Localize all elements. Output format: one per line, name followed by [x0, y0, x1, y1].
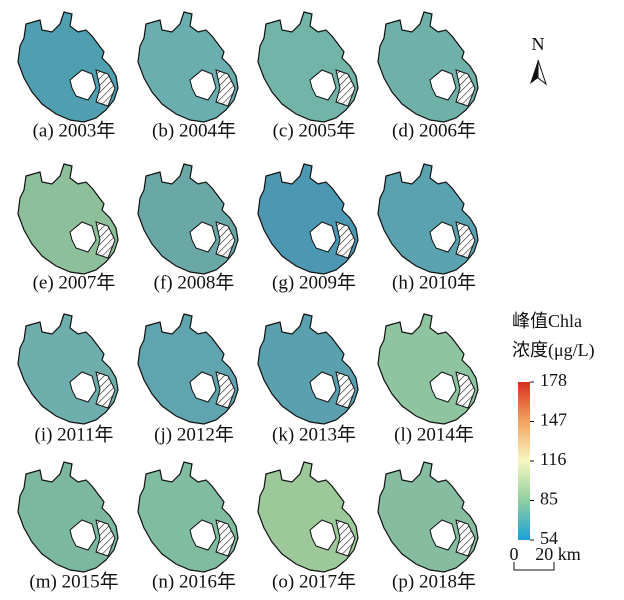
- map-panel: [18, 164, 118, 274]
- map-panel: [138, 314, 238, 424]
- panel-label: (e) 2007年: [33, 271, 116, 293]
- lake-map: [378, 12, 478, 122]
- panel-label: (l) 2014年: [394, 423, 474, 445]
- map-panel: [18, 314, 118, 424]
- panel-label: (i) 2011年: [35, 423, 114, 445]
- colorbar-tick-label: 116: [540, 449, 566, 469]
- north-label: N: [532, 34, 545, 54]
- lake-map: [18, 462, 118, 572]
- panel-label: (o) 2017年: [272, 570, 356, 592]
- map-panel: [258, 164, 358, 274]
- colorbar-tick-label: 54: [540, 528, 558, 548]
- lake-map: [138, 12, 238, 122]
- map-panel: [258, 314, 358, 424]
- lake-map: [258, 164, 358, 274]
- legend-title: 浓度(μg/L): [512, 340, 595, 361]
- panel-label: (p) 2018年: [392, 570, 476, 592]
- scale-label: 0: [510, 544, 519, 564]
- lake-map: [18, 164, 118, 274]
- lake-map: [18, 314, 118, 424]
- map-panel: [138, 462, 238, 572]
- north-arrow: N: [530, 34, 546, 84]
- lake-map: [138, 314, 238, 424]
- map-panel: [378, 462, 478, 572]
- panel-label: (d) 2006年: [392, 119, 476, 141]
- panel-label: (f) 2008年: [154, 271, 235, 293]
- colorbar-tick-label: 147: [540, 410, 567, 430]
- lake-map: [378, 164, 478, 274]
- map-panel: [138, 12, 238, 122]
- panel-label: (k) 2013年: [272, 423, 356, 445]
- lake-map: [378, 314, 478, 424]
- map-panel: [18, 12, 118, 122]
- colorbar-tick-label: 178: [540, 370, 567, 390]
- panel-label: (j) 2012年: [154, 423, 234, 445]
- lake-map: [18, 12, 118, 122]
- map-panel: [378, 12, 478, 122]
- lake-map: [258, 12, 358, 122]
- colorbar-tick-label: 85: [540, 489, 558, 509]
- panel-label: (c) 2005年: [273, 119, 356, 141]
- map-panel: [18, 462, 118, 572]
- panel-label: (n) 2016年: [152, 570, 236, 592]
- panel-label: (h) 2010年: [392, 271, 476, 293]
- legend-title: 峰值Chla: [512, 311, 582, 331]
- lake-map: [258, 462, 358, 572]
- lake-map: [378, 462, 478, 572]
- lake-map: [258, 314, 358, 424]
- figure: N 峰值Chla 浓度(μg/L) 0 20 km (a) 2003年(b) 2…: [0, 0, 624, 600]
- lake-map: [138, 164, 238, 274]
- map-panel: [378, 314, 478, 424]
- panel-label: (b) 2004年: [152, 119, 236, 141]
- map-panel: [258, 462, 358, 572]
- map-panel: [378, 164, 478, 274]
- panel-label: (a) 2003年: [33, 119, 116, 141]
- map-panel: [138, 164, 238, 274]
- lake-map: [138, 462, 238, 572]
- colorbar: [518, 382, 530, 540]
- map-panel: [258, 12, 358, 122]
- panel-label: (m) 2015年: [29, 570, 118, 592]
- panel-label: (g) 2009年: [272, 271, 356, 293]
